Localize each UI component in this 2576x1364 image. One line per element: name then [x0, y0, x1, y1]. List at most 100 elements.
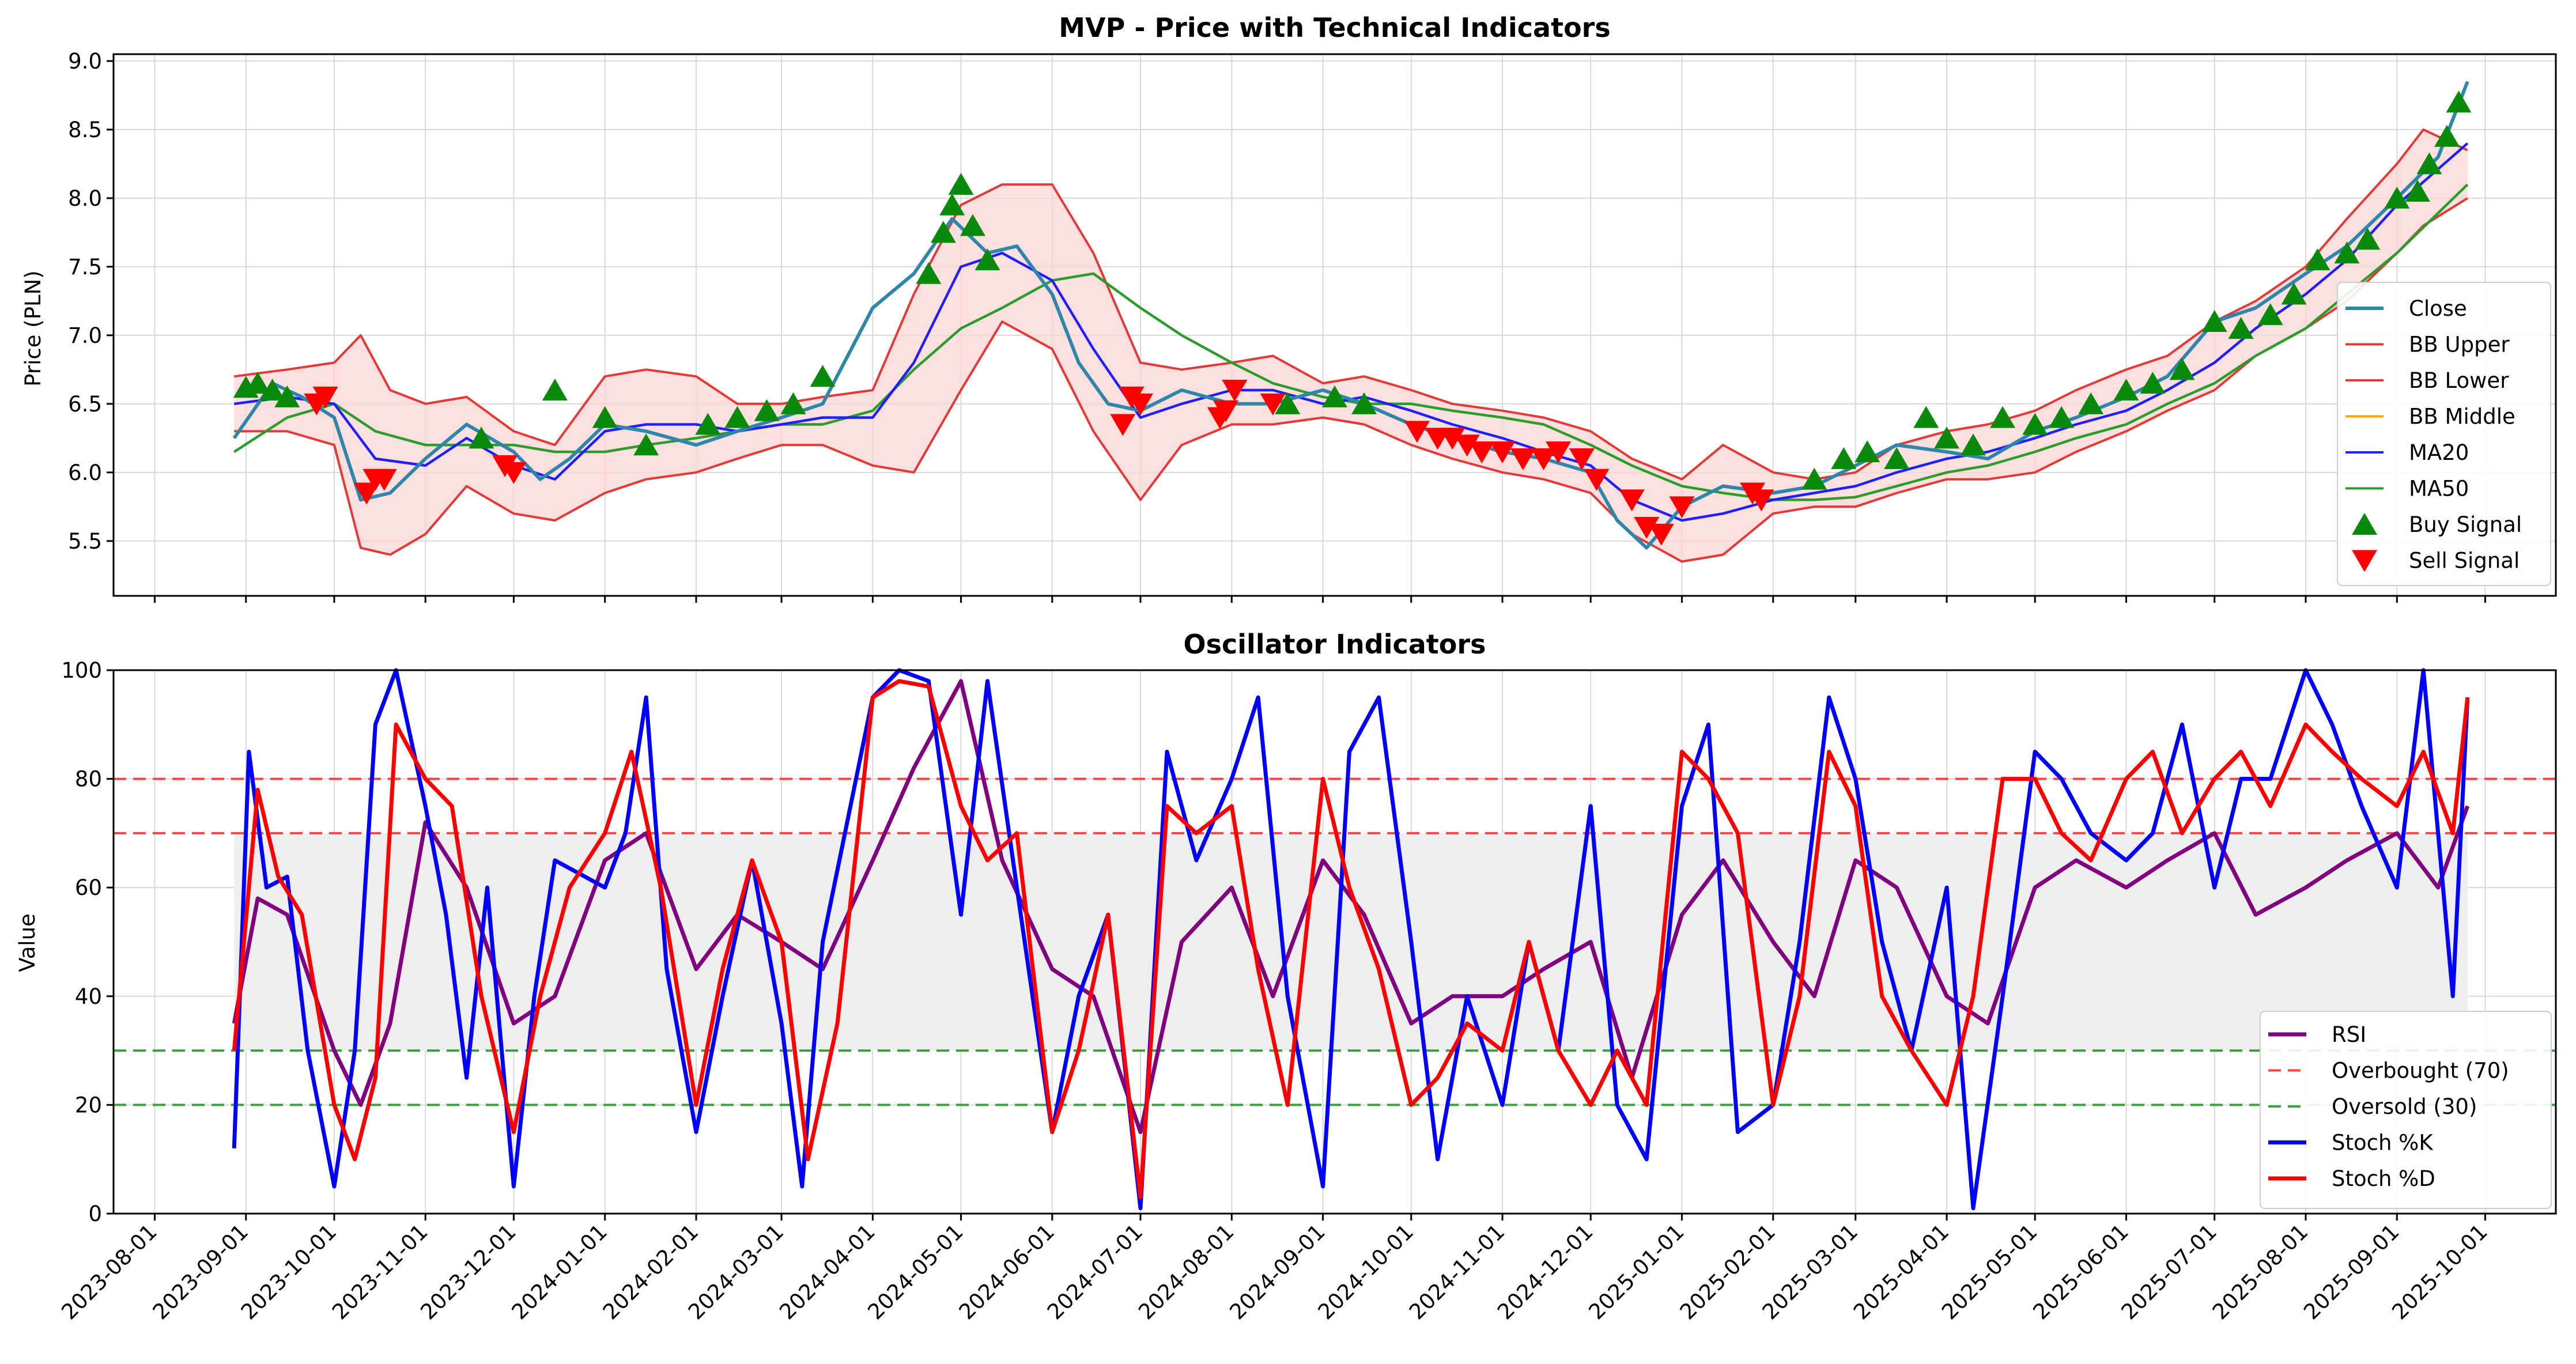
- oscillator-y-tick-label: 0: [88, 1201, 102, 1226]
- buy-signal-marker: [592, 406, 618, 428]
- sell-signal-marker: [1454, 434, 1480, 457]
- buy-signal-marker: [1884, 447, 1910, 470]
- buy-signal-marker: [2169, 358, 2195, 380]
- buy-signal-marker: [975, 248, 1000, 270]
- oscillator-chart-title: Oscillator Indicators: [1184, 629, 1486, 660]
- buy-signal-marker: [2113, 379, 2139, 401]
- price-legend-label: BB Lower: [2409, 368, 2509, 393]
- price-y-tick-label: 5.5: [68, 529, 102, 554]
- sell-signal-marker: [1510, 448, 1536, 471]
- buy-signal-marker: [2257, 303, 2283, 326]
- price-plot-frame: [112, 53, 2557, 597]
- sell-signal-marker: [1490, 441, 1516, 464]
- buy-signal-marker: [2201, 310, 2227, 333]
- oscillator-y-axis-label: Value: [15, 913, 40, 972]
- sell-signal-marker: [1213, 400, 1239, 422]
- price-legend-box: [2337, 282, 2551, 586]
- price-legend-label: BB Upper: [2409, 333, 2510, 357]
- buy-signal-marker: [274, 385, 300, 407]
- sell-signal-marker: [1110, 414, 1136, 436]
- buy-signal-marker: [259, 379, 285, 401]
- price-y-ticks: 5.5 6.0 6.5 7.0 7.5 8.0 8.5 9.0: [68, 49, 114, 554]
- sell-signal-marker: [501, 462, 527, 484]
- oscillator-y-tick-label: 60: [75, 875, 102, 900]
- price-legend-label: MA50: [2409, 477, 2469, 501]
- oscillator-y-tick-label: 40: [75, 984, 102, 1009]
- sell-signal-marker: [1469, 441, 1495, 464]
- buy-signal-marker: [1831, 447, 1857, 470]
- price-legend-label: MA20: [2409, 440, 2469, 465]
- buy-signal-marker: [542, 379, 568, 401]
- price-y-axis-label: Price (PLN): [21, 270, 46, 387]
- price-panel: MVP - Price with Technical Indicators Pr…: [21, 12, 2557, 603]
- legend-sell-marker: [2352, 550, 2377, 572]
- buy-signal-marker: [2228, 316, 2254, 339]
- buy-signal-marker: [1854, 440, 1880, 463]
- oscillator-y-ticks: 0 20 40 60 80 100: [61, 658, 114, 1226]
- buy-signal-marker: [2334, 241, 2360, 264]
- oscillator-legend-label: Stoch %D: [2332, 1166, 2435, 1191]
- sell-signal-marker: [1222, 380, 1248, 402]
- buy-signal-marker: [2434, 124, 2460, 147]
- oscillator-legend-label: Oversold (30): [2332, 1094, 2477, 1119]
- oscillator-plot-frame: [112, 669, 2557, 1215]
- signal-markers: [233, 90, 2472, 546]
- bb-upper-line: [234, 128, 2468, 481]
- sell-signal-marker: [1584, 468, 1610, 491]
- sell-signal-marker: [1531, 448, 1557, 471]
- oscillator-y-tick-label: 100: [61, 658, 102, 683]
- price-chart-title: MVP - Price with Technical Indicators: [1059, 12, 1611, 43]
- sell-signal-marker: [1569, 448, 1595, 471]
- price-y-tick-label: 8.0: [68, 186, 102, 211]
- buy-signal-marker: [939, 193, 965, 216]
- buy-signal-marker: [1351, 392, 1377, 414]
- sell-signal-marker: [1440, 428, 1465, 450]
- buy-signal-marker: [2281, 282, 2307, 305]
- price-y-tick-label: 7.0: [68, 323, 102, 348]
- buy-signal-marker: [1275, 392, 1301, 414]
- oscillator-y-tick-label: 20: [75, 1093, 102, 1117]
- oscillator-lines: [232, 668, 2470, 1211]
- buy-signal-marker: [948, 173, 974, 195]
- legend-buy-marker: [2352, 513, 2377, 535]
- buy-signal-marker: [780, 392, 806, 414]
- sell-signal-marker: [1260, 393, 1286, 415]
- price-y-tick-label: 6.5: [68, 392, 102, 417]
- sell-signal-marker: [1669, 496, 1695, 519]
- price-y-tick-label: 9.0: [68, 49, 102, 74]
- sell-signal-marker: [1619, 489, 1645, 512]
- buy-signal-marker: [724, 406, 750, 428]
- buy-signal-marker: [1801, 467, 1827, 490]
- buy-signal-marker: [2384, 186, 2410, 209]
- buy-signal-marker: [754, 399, 780, 421]
- stoch-d-line: [232, 679, 2470, 1200]
- sell-signal-marker: [1748, 489, 1774, 512]
- buy-signal-marker: [1990, 406, 2016, 428]
- buy-signal-marker: [1934, 426, 1960, 449]
- buy-signal-marker: [245, 372, 271, 394]
- buy-signal-marker: [2446, 90, 2472, 113]
- bollinger-band-area: [234, 129, 2468, 562]
- buy-signal-marker: [1961, 433, 1986, 456]
- rsi-line: [232, 679, 2470, 1134]
- buy-signal-marker: [2405, 179, 2431, 202]
- buy-signal-marker: [469, 426, 494, 449]
- price-legend-label: Close: [2409, 296, 2467, 321]
- buy-signal-marker: [2305, 248, 2331, 270]
- price-y-tick-label: 6.0: [68, 460, 102, 485]
- buy-signal-marker: [1322, 385, 1347, 407]
- oscillator-legend-label: Stoch %K: [2332, 1131, 2434, 1155]
- sell-signal-marker: [1546, 441, 1572, 464]
- oscillator-legend-label: Overbought (70): [2332, 1059, 2509, 1083]
- sell-signal-marker: [312, 386, 338, 409]
- buy-signal-marker: [1913, 406, 1939, 428]
- price-legend-label: BB Middle: [2409, 405, 2515, 429]
- sell-signal-marker: [1648, 523, 1674, 546]
- buy-signal-marker: [695, 413, 721, 435]
- oscillator-y-tick-label: 80: [75, 767, 102, 792]
- buy-signal-marker: [930, 221, 956, 243]
- oscillator-legend-box: [2260, 1011, 2552, 1209]
- buy-signal-marker: [2078, 392, 2104, 414]
